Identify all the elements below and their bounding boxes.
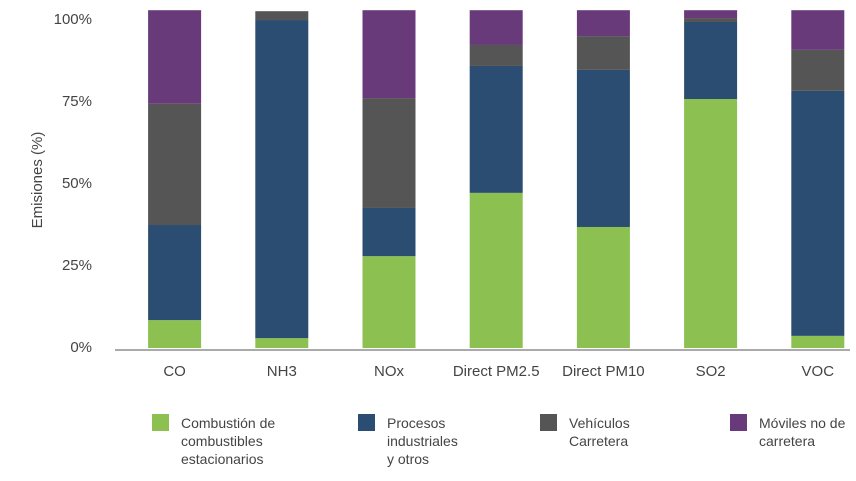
bar-segment (791, 90, 845, 336)
x-tick-label: NH3 (267, 363, 297, 380)
y-tick-label: 100% (54, 11, 92, 28)
bar-segment (791, 335, 845, 348)
bar-segment (469, 10, 523, 45)
bar-segment (148, 103, 202, 226)
y-axis-label: Emisiones (%) (29, 132, 46, 229)
x-tick-label: VOC (802, 363, 835, 380)
bar-segment (791, 49, 845, 91)
legend-label: Móviles no de carretera (759, 415, 846, 449)
bar-segment (148, 320, 202, 348)
legend-item: Móviles no de carretera (730, 414, 849, 450)
bar-segment (255, 338, 309, 348)
legend-item: Vehículos Carretera (540, 414, 649, 450)
bar-segment (684, 22, 738, 100)
bar-segment (576, 36, 630, 70)
x-tick-label: CO (163, 363, 186, 380)
chart: Emisiones (%) 0% 25% 50% 75% 100% CO NH3 NOx Dir… (29, 10, 850, 380)
y-tick-label: 0% (70, 339, 92, 356)
legend-item: Procesos industriales y otros (358, 414, 467, 468)
legend-label: Vehículos Carretera (569, 415, 630, 449)
bar-segment (255, 11, 309, 21)
y-tick-label: 75% (62, 93, 92, 110)
y-tick-label: 25% (62, 257, 92, 274)
bar-segment (684, 10, 738, 19)
bar-segment (684, 99, 738, 348)
bar-segment (362, 10, 416, 99)
bar-segment (469, 192, 523, 348)
bar-segment (469, 44, 523, 66)
legend-swatch (730, 414, 747, 431)
legend-label: Combustión de combustibles estacionarios (181, 415, 276, 467)
x-tick-label: SO2 (696, 363, 726, 380)
bar-segment (362, 98, 416, 208)
legend-swatch (358, 414, 375, 431)
bar-segment (148, 225, 202, 321)
x-tick-label: Direct PM2.5 (453, 363, 540, 380)
legend-item: Combustión de combustibles estacionarios (152, 414, 299, 468)
x-tick-label: NOx (374, 363, 405, 380)
legend-label: Procesos industriales y otros (387, 415, 458, 467)
bar-segment (576, 226, 630, 348)
x-tick-label: Direct PM10 (562, 363, 645, 380)
bar-segment (684, 18, 738, 23)
bar-segment (576, 69, 630, 227)
bar-segment (255, 20, 309, 339)
bar-segment (362, 256, 416, 348)
bar-segment (362, 207, 416, 257)
legend-swatch (540, 414, 557, 431)
legend-swatch (152, 414, 169, 431)
y-tick-label: 50% (62, 175, 92, 192)
bar-segment (576, 10, 630, 37)
bar-segment (148, 10, 202, 104)
bar-segment (791, 10, 845, 50)
bar-segment (469, 65, 523, 193)
